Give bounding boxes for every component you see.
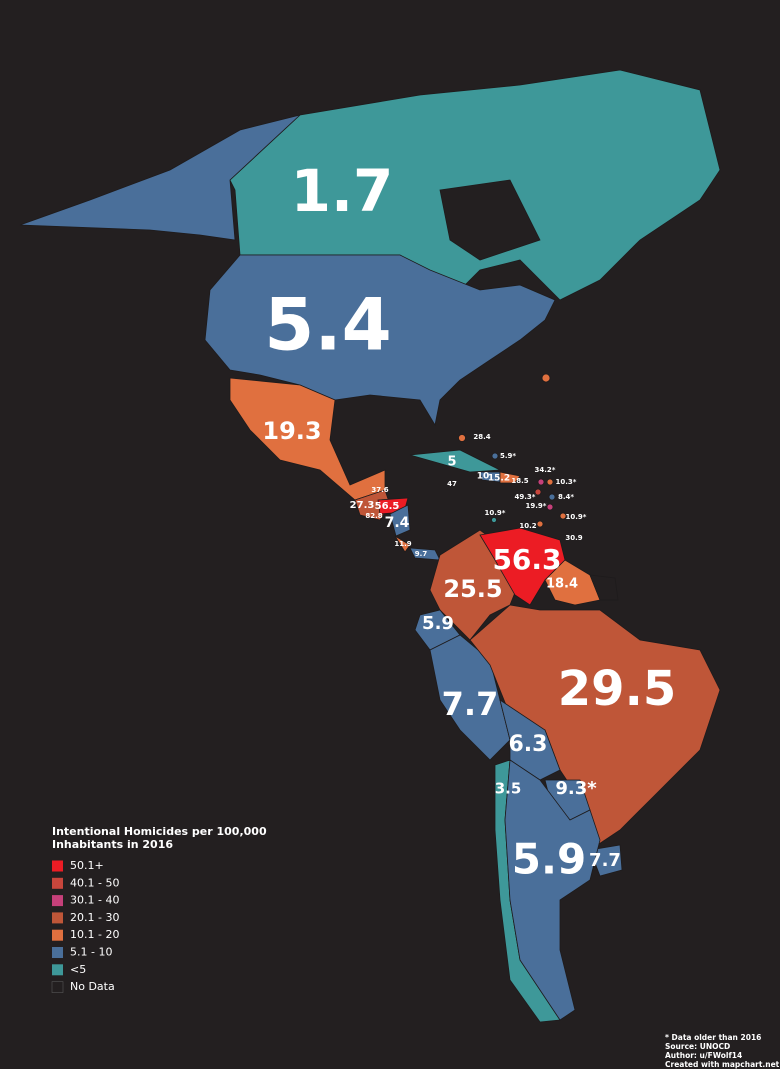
value-label: 10.3* xyxy=(556,478,577,486)
costa-rica xyxy=(394,535,411,553)
legend-label: 5.1 - 10 xyxy=(70,946,112,959)
value-label: 7.7 xyxy=(589,850,621,871)
note: Source: UNOCD xyxy=(665,1042,730,1051)
value-label: 1.7 xyxy=(291,157,394,225)
value-label: 10.2 xyxy=(519,522,536,530)
value-label: 10.9* xyxy=(566,513,587,521)
legend-label: 50.1+ xyxy=(70,859,104,872)
value-label: 19.9* xyxy=(526,502,547,510)
value-label: 5.9 xyxy=(422,613,454,634)
island xyxy=(546,503,554,511)
value-label: 7.4 xyxy=(385,515,410,531)
legend-label: 20.1 - 30 xyxy=(70,911,119,924)
island xyxy=(491,517,497,523)
value-label: 82.8 xyxy=(365,512,382,520)
value-label: 30.9 xyxy=(565,534,582,542)
value-label: 3.5 xyxy=(495,780,522,798)
island xyxy=(534,488,542,496)
value-label: 34.2* xyxy=(535,466,556,474)
island xyxy=(541,373,551,383)
value-labels: 1.7 5.4 19.3 5 28.4 5.9* 34.2* 10.3* 10 … xyxy=(262,157,676,883)
island xyxy=(546,478,554,486)
value-label: 27.3 xyxy=(350,500,375,511)
nicaragua xyxy=(389,504,411,537)
legend-swatch xyxy=(51,981,64,993)
value-label: 19.3 xyxy=(262,417,321,445)
legend-swatch xyxy=(52,947,63,958)
uruguay xyxy=(589,844,623,877)
value-label: 9.3* xyxy=(555,778,597,799)
legend: Intentional Homicides per 100,000 Inhabi… xyxy=(51,825,267,993)
legend-swatch xyxy=(52,860,63,872)
hudson-bay xyxy=(439,179,541,261)
legend-label: 40.1 - 50 xyxy=(70,876,119,889)
legend-swatch xyxy=(52,929,63,941)
value-label: 10 xyxy=(477,472,490,482)
value-label: 28.4 xyxy=(473,433,490,441)
dominican-republic xyxy=(499,471,521,484)
notes: * Data older than 2016 Source: UNOCD Aut… xyxy=(665,1033,780,1069)
alaska xyxy=(19,114,301,241)
legend-label: 10.1 - 20 xyxy=(70,928,119,941)
note: * Data older than 2016 xyxy=(665,1033,761,1042)
value-label: 56.3 xyxy=(492,543,561,576)
island xyxy=(458,434,466,442)
value-label: 15.2 xyxy=(488,474,510,484)
island xyxy=(536,520,544,528)
island xyxy=(491,452,499,460)
suriname xyxy=(589,574,619,601)
legend-swatch xyxy=(52,964,63,976)
note: Author: u/FWolf14 xyxy=(665,1051,742,1060)
usa xyxy=(204,254,556,427)
land xyxy=(19,69,721,1023)
value-label: 18.5 xyxy=(511,477,528,485)
value-label: 49.3* xyxy=(515,493,536,501)
legend-title: Inhabitants in 2016 xyxy=(52,838,173,851)
note: Created with mapchart.net © xyxy=(665,1060,780,1069)
legend-label: <5 xyxy=(70,963,86,976)
island xyxy=(537,478,545,486)
value-label: 56.5 xyxy=(375,501,400,512)
island xyxy=(548,493,556,501)
value-label: 25.5 xyxy=(443,575,502,603)
island xyxy=(559,512,567,520)
legend-swatch xyxy=(52,877,63,889)
legend-label: No Data xyxy=(70,980,115,993)
legend-title: Intentional Homicides per 100,000 xyxy=(52,825,267,838)
value-label: 29.5 xyxy=(558,661,676,717)
value-label: 37.6 xyxy=(371,486,388,494)
value-label: 47 xyxy=(447,480,457,488)
value-label: 5.4 xyxy=(264,283,392,367)
value-label: 7.7 xyxy=(442,685,499,723)
cuba xyxy=(409,449,502,473)
legend-swatch xyxy=(52,912,63,924)
value-label: 6.3 xyxy=(509,732,548,757)
value-label: 10.9* xyxy=(485,509,506,517)
legend-swatch xyxy=(52,895,63,907)
value-label: 5.9 xyxy=(512,835,586,884)
value-label: 11.9 xyxy=(394,540,411,548)
argentina xyxy=(504,759,601,1021)
value-label: 5.9* xyxy=(500,452,516,460)
value-label: 18.4 xyxy=(546,577,578,592)
value-label: 8.4* xyxy=(558,493,574,501)
value-label: 5 xyxy=(447,455,456,470)
legend-label: 30.1 - 40 xyxy=(70,894,119,907)
value-label: 9.7 xyxy=(415,550,428,558)
